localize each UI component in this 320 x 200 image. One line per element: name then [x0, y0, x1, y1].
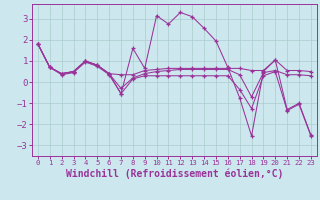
X-axis label: Windchill (Refroidissement éolien,°C): Windchill (Refroidissement éolien,°C)	[66, 169, 283, 179]
